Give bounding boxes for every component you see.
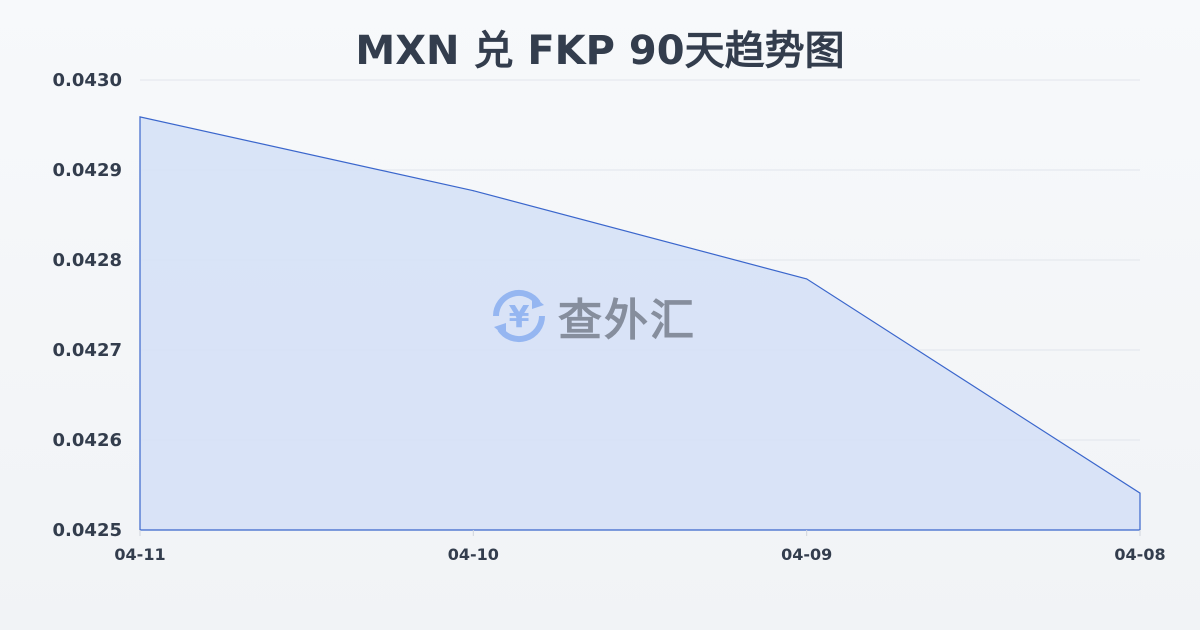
area-fill: [140, 116, 1140, 531]
svg-text:¥: ¥: [509, 300, 530, 335]
x-tick-label: 04-11: [114, 545, 165, 564]
y-tick-label: 0.0428: [53, 250, 122, 271]
data-point: [806, 278, 808, 280]
data-point: [472, 190, 474, 192]
y-tick-label: 0.0426: [53, 430, 122, 451]
x-tick-label: 04-08: [1114, 545, 1165, 564]
yen-exchange-icon: ¥: [492, 289, 546, 343]
x-tick-label: 04-10: [448, 545, 499, 564]
watermark-text: 查外汇: [558, 295, 696, 346]
series-line: [139, 116, 1141, 530]
x-tick-label: 04-09: [781, 545, 832, 564]
y-tick-label: 0.0425: [53, 520, 122, 541]
watermark: ¥ 查外汇: [488, 284, 696, 348]
y-tick-label: 0.0427: [53, 340, 122, 361]
y-tick-label: 0.0430: [53, 70, 122, 91]
chart-title: MXN 兑 FKP 90天趋势图: [355, 28, 845, 74]
data-point: [1139, 492, 1141, 494]
data-point: [139, 116, 141, 118]
y-tick-label: 0.0429: [53, 160, 122, 181]
